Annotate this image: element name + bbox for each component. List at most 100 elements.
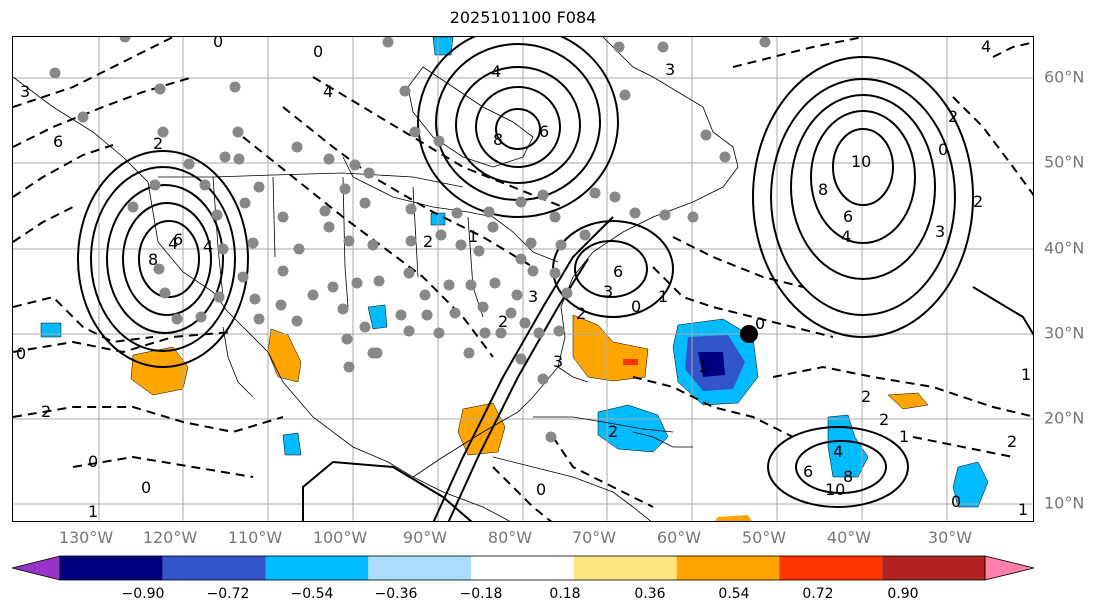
contour-label: 1 — [899, 427, 909, 446]
station-dot — [367, 347, 379, 359]
lat-label: 50°N — [1044, 152, 1085, 172]
station-dot — [382, 37, 394, 48]
colorbar-extend-low — [11, 555, 61, 581]
contour-label: 6 — [803, 462, 813, 481]
station-dot — [419, 289, 431, 301]
station-markers — [49, 37, 771, 443]
lon-label: 60°W — [656, 528, 702, 547]
station-dot — [619, 89, 631, 101]
station-dot — [395, 309, 407, 321]
contour-label: 0 — [313, 42, 323, 61]
station-dot — [199, 179, 211, 191]
station-dot — [341, 333, 353, 345]
station-dot — [239, 197, 251, 209]
colorbar-tick-label: −0.36 — [374, 586, 418, 602]
contour-label: 2 — [861, 387, 871, 406]
contour-label: 3 — [528, 287, 538, 306]
contour-label: 0 — [213, 37, 223, 51]
station-dot — [511, 289, 523, 301]
station-dot — [719, 151, 731, 163]
station-dot — [363, 167, 375, 179]
station-dot — [351, 277, 363, 289]
station-dot — [487, 221, 499, 233]
contour-label: 8 — [843, 467, 853, 486]
station-dot — [233, 153, 245, 165]
station-dot — [154, 83, 166, 95]
station-dot — [323, 153, 335, 165]
contour-label: 8 — [818, 180, 828, 199]
contour-label: 1 — [1018, 500, 1028, 519]
contour-labels: 4 8 6 0 2 4 6 8 6 3 1 0 10 8 6 4 3 2 0 2… — [16, 37, 1031, 521]
storm-position-marker — [740, 325, 758, 343]
station-dot — [545, 431, 557, 443]
station-dot — [343, 235, 355, 247]
fill-negative — [40, 322, 62, 338]
colorbar-tick-label: −0.54 — [290, 586, 334, 602]
contour-label: 0 — [631, 297, 641, 316]
station-dot — [589, 187, 601, 199]
lon-label: 130°W — [58, 528, 114, 547]
contour-label: 6 — [53, 132, 63, 151]
lon-label: 50°W — [741, 528, 787, 547]
contours — [77, 37, 1033, 521]
station-dot — [359, 321, 371, 333]
lon-label: 30°W — [927, 528, 973, 547]
contour-label: 1 — [1021, 365, 1031, 384]
map-panel: 4 8 6 0 2 4 6 8 6 3 1 0 10 8 6 4 3 2 0 2… — [12, 36, 1034, 522]
station-dot — [409, 126, 421, 138]
map-title: 2025101100 F084 — [449, 8, 597, 27]
contour-label: 2 — [879, 410, 889, 429]
fill-positive — [887, 392, 929, 410]
station-dot — [253, 181, 265, 193]
station-dot — [495, 327, 507, 339]
lon-label: 100°W — [312, 528, 368, 547]
station-dot — [291, 141, 303, 153]
lon-label: 90°W — [402, 528, 448, 547]
station-dot — [183, 158, 195, 170]
contour-label: 2 — [498, 312, 508, 331]
lon-label: 120°W — [142, 528, 198, 547]
contour-label: 0 — [536, 480, 546, 499]
station-dot — [489, 277, 501, 289]
station-dot — [367, 239, 379, 251]
station-dot — [455, 239, 467, 251]
fill-negative — [597, 404, 669, 453]
station-dot — [127, 201, 139, 213]
station-dot — [77, 111, 89, 123]
station-dot — [451, 207, 463, 219]
station-dot — [49, 67, 61, 79]
contour-label: 4 — [491, 62, 501, 81]
station-dot — [373, 275, 385, 287]
station-dot — [555, 239, 567, 251]
fill-negative — [952, 461, 989, 508]
contour-label: 3 — [553, 352, 563, 371]
colorbar-segment — [162, 556, 266, 580]
colorbar-tick-label: −0.18 — [459, 586, 503, 602]
fill-negative — [698, 352, 725, 377]
station-dot — [217, 243, 229, 255]
colorbar-tick-label: 0.54 — [718, 586, 750, 602]
station-dot — [659, 209, 671, 221]
colorbar-segment — [471, 556, 574, 580]
contour-label: 4 — [203, 237, 213, 256]
contour-label: 4 — [981, 37, 991, 56]
station-dot — [291, 315, 303, 327]
colorbar-segment — [882, 556, 985, 580]
station-dot — [293, 243, 305, 255]
station-dot — [403, 325, 415, 337]
contour-label: 2 — [41, 402, 51, 421]
station-dot — [149, 179, 161, 191]
colorbar-outline — [59, 555, 986, 581]
station-dot — [249, 293, 261, 305]
contour-label: 1 — [698, 357, 708, 376]
contour-label: 0 — [755, 314, 765, 333]
contour-label: 8 — [148, 250, 158, 269]
station-dot — [277, 211, 289, 223]
station-dot — [195, 311, 207, 323]
station-dot — [613, 41, 625, 53]
contour-label: 4 — [841, 227, 851, 246]
contour-label: 2 — [973, 192, 983, 211]
station-dot — [339, 183, 351, 195]
station-dot — [537, 189, 549, 201]
station-dot — [561, 287, 573, 299]
